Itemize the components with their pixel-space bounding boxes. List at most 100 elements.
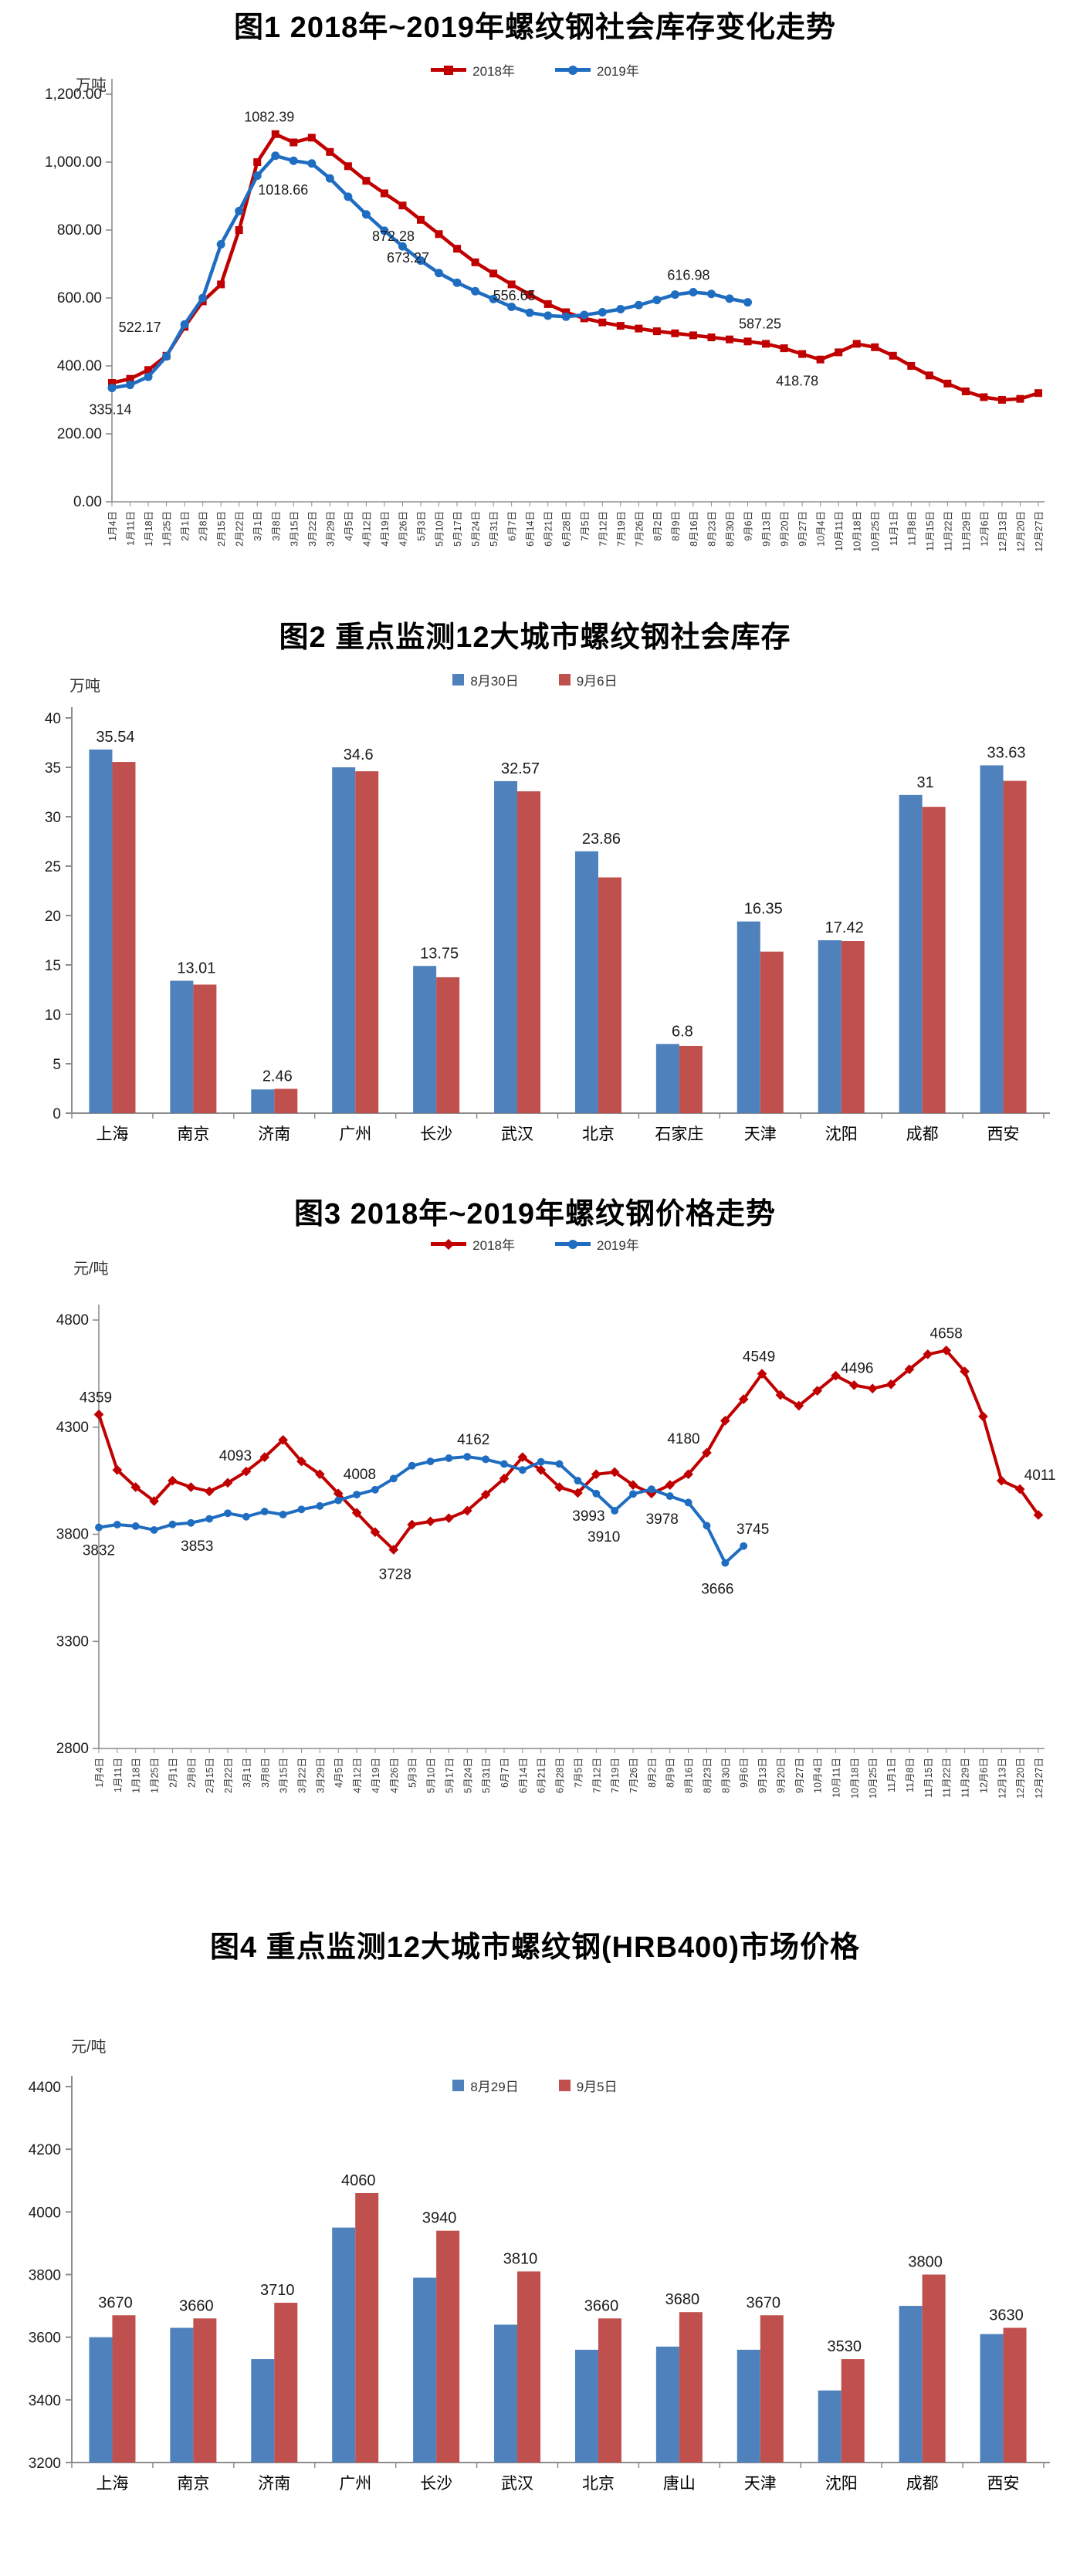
svg-text:1,000.00: 1,000.00 — [45, 154, 102, 171]
svg-text:31: 31 — [917, 774, 934, 791]
legend-label-sep5: 9月5日 — [576, 2080, 618, 2094]
svg-text:4月12日: 4月12日 — [361, 511, 372, 547]
svg-text:西安: 西安 — [987, 1126, 1020, 1143]
svg-text:3710: 3710 — [260, 2282, 295, 2299]
svg-text:3670: 3670 — [98, 2294, 133, 2311]
figure3-legend: 2018年 2019年 — [0, 1234, 1070, 1254]
svg-text:12月6日: 12月6日 — [979, 511, 990, 547]
svg-text:35.54: 35.54 — [96, 729, 134, 746]
svg-text:335.14: 335.14 — [89, 402, 131, 418]
svg-text:13.75: 13.75 — [420, 945, 459, 962]
svg-text:6月28日: 6月28日 — [561, 511, 572, 547]
svg-text:800.00: 800.00 — [57, 222, 102, 239]
svg-text:7月19日: 7月19日 — [610, 1758, 621, 1793]
svg-text:1月4日: 1月4日 — [107, 511, 118, 541]
svg-text:5月31日: 5月31日 — [481, 1758, 492, 1793]
svg-text:1月18日: 1月18日 — [144, 511, 154, 547]
red-square-marker-icon — [558, 674, 571, 685]
legend-label-2018: 2018年 — [472, 1238, 515, 1253]
svg-text:418.78: 418.78 — [776, 374, 818, 389]
svg-text:1月25日: 1月25日 — [150, 1758, 161, 1793]
svg-text:17.42: 17.42 — [825, 919, 864, 936]
svg-text:12月20日: 12月20日 — [1015, 511, 1026, 552]
svg-text:北京: 北京 — [582, 2475, 615, 2493]
svg-text:4月12日: 4月12日 — [352, 1758, 363, 1793]
figure2-y-unit-label: 万吨 — [69, 678, 100, 695]
svg-text:济南: 济南 — [258, 2475, 290, 2493]
svg-text:4月5日: 4月5日 — [334, 1758, 344, 1788]
legend-item-2019: 2019年 — [555, 1234, 639, 1254]
svg-text:9月6日: 9月6日 — [739, 1758, 750, 1788]
blue-square-marker-icon — [452, 2080, 465, 2091]
svg-text:上海: 上海 — [96, 2475, 128, 2493]
svg-text:6月7日: 6月7日 — [499, 1758, 510, 1788]
svg-text:5月24日: 5月24日 — [462, 1758, 473, 1793]
svg-text:2月22日: 2月22日 — [223, 1758, 234, 1793]
svg-text:12月13日: 12月13日 — [997, 1758, 1007, 1799]
svg-text:8月9日: 8月9日 — [665, 1758, 676, 1788]
svg-text:3993: 3993 — [572, 1508, 604, 1525]
svg-text:11月8日: 11月8日 — [906, 511, 917, 546]
svg-text:35: 35 — [45, 760, 61, 777]
svg-text:7月26日: 7月26日 — [634, 511, 645, 547]
svg-text:1,200.00: 1,200.00 — [45, 86, 102, 103]
figure1-title: 图1 2018年~2019年螺纹钢社会库存变化走势 — [234, 12, 836, 44]
svg-text:3月22日: 3月22日 — [296, 1758, 307, 1793]
svg-text:5月24日: 5月24日 — [471, 511, 482, 547]
legend-item-aug30: 8月30日 — [452, 670, 519, 689]
svg-text:5月31日: 5月31日 — [489, 511, 499, 547]
svg-text:7月12日: 7月12日 — [598, 511, 608, 547]
legend-label-2019: 2019年 — [597, 64, 639, 79]
svg-text:上海: 上海 — [96, 1126, 128, 1143]
svg-text:10月11日: 10月11日 — [831, 1758, 842, 1798]
svg-text:3660: 3660 — [584, 2297, 619, 2314]
svg-text:4496: 4496 — [841, 1360, 873, 1376]
svg-text:1月4日: 1月4日 — [94, 1758, 105, 1788]
svg-text:北京: 北京 — [582, 1126, 615, 1143]
figure1-legend: 2018年 2019年 — [0, 60, 1070, 80]
svg-text:3800: 3800 — [908, 2254, 943, 2271]
blue-square-marker-icon — [452, 674, 465, 685]
svg-text:872.28: 872.28 — [372, 228, 415, 244]
figure1-line-chart: 0.00 200.00 400.00 600.00 800.00 1,000.00 1,20… — [45, 79, 1045, 552]
svg-text:0.00: 0.00 — [73, 494, 102, 510]
svg-text:3800: 3800 — [29, 2268, 61, 2284]
svg-text:3832: 3832 — [83, 1543, 115, 1559]
svg-text:8月2日: 8月2日 — [652, 511, 663, 541]
line-square-marker-icon — [431, 65, 467, 75]
svg-text:3978: 3978 — [646, 1511, 679, 1528]
svg-text:4月5日: 4月5日 — [344, 511, 354, 541]
svg-text:3810: 3810 — [503, 2250, 538, 2267]
svg-text:3月22日: 3月22日 — [307, 511, 318, 547]
svg-text:3728: 3728 — [379, 1566, 411, 1582]
svg-text:1月11日: 1月11日 — [113, 1758, 124, 1792]
svg-text:10月18日: 10月18日 — [849, 1758, 860, 1799]
svg-text:6月21日: 6月21日 — [537, 1758, 547, 1793]
figure4-bar-chart: 3200 3400 3600 3800 4000 4200 4400 3670 上海 3660 南京… — [29, 2076, 1050, 2493]
svg-text:0: 0 — [52, 1106, 61, 1122]
legend-label-aug29: 8月29日 — [470, 2080, 519, 2094]
svg-text:5月17日: 5月17日 — [452, 511, 463, 547]
svg-text:15: 15 — [45, 958, 61, 974]
svg-text:9月6日: 9月6日 — [743, 511, 754, 541]
svg-text:5: 5 — [52, 1057, 61, 1073]
figure2-bar-chart: 0 5 10 15 20 25 30 35 40 35.54 上海 13.01 南京 2.46 济南 34.6… — [45, 707, 1050, 1143]
svg-text:4011: 4011 — [1024, 1467, 1056, 1484]
svg-text:4359: 4359 — [80, 1390, 112, 1406]
svg-text:7月26日: 7月26日 — [628, 1758, 639, 1793]
figure4-legend: 8月29日 9月5日 — [0, 2076, 1070, 2095]
svg-text:3680: 3680 — [665, 2291, 700, 2308]
svg-text:3530: 3530 — [827, 2338, 862, 2355]
svg-text:3940: 3940 — [422, 2210, 457, 2227]
svg-text:16.35: 16.35 — [744, 901, 783, 918]
svg-text:12月27日: 12月27日 — [1034, 1758, 1045, 1799]
svg-text:6月21日: 6月21日 — [543, 511, 554, 547]
svg-text:12月6日: 12月6日 — [978, 1758, 989, 1793]
svg-text:武汉: 武汉 — [501, 1126, 533, 1143]
svg-text:32.57: 32.57 — [501, 760, 540, 777]
svg-text:10月4日: 10月4日 — [816, 511, 827, 547]
svg-text:7月5日: 7月5日 — [580, 511, 591, 541]
svg-text:7月12日: 7月12日 — [591, 1758, 602, 1793]
svg-text:3600: 3600 — [29, 2331, 61, 2347]
line-diamond-marker-icon — [431, 1238, 467, 1250]
